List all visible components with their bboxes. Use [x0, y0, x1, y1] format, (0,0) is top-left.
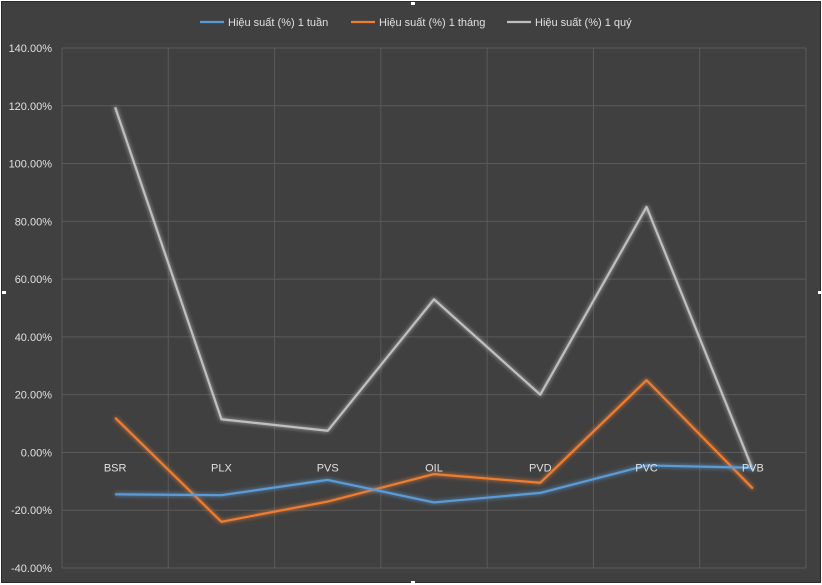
- x-tick-label: OIL: [425, 462, 443, 474]
- y-tick-label: 40.00%: [15, 332, 53, 344]
- y-tick-label: -20.00%: [11, 505, 52, 517]
- series-line-2[interactable]: [115, 107, 753, 470]
- y-tick-label: 60.00%: [15, 274, 53, 286]
- y-axis: -40.00% -20.00% 0.00% 20.00% 40.00% 60.00% 80.…: [9, 43, 53, 575]
- x-tick-label: BSR: [104, 462, 127, 474]
- legend-label: Hiệu suất (%) 1 tuần: [228, 17, 328, 29]
- x-tick-label: PVD: [529, 462, 552, 474]
- series-line-1[interactable]: [115, 380, 753, 522]
- x-axis: BSR PLX PVS OIL PVD PVC PVB: [104, 462, 764, 474]
- y-tick-label: 100.00%: [9, 159, 53, 171]
- y-tick-label: 20.00%: [15, 390, 53, 402]
- legend-label: Hiệu suất (%) 1 quý: [535, 17, 632, 29]
- legend: Hiệu suất (%) 1 tuần Hiệu suất (%) 1 thán…: [200, 17, 632, 29]
- series-layer: [115, 107, 753, 522]
- x-tick-label: PVC: [635, 462, 658, 474]
- x-tick-label: PLX: [211, 462, 232, 474]
- y-tick-label: 120.00%: [9, 101, 53, 113]
- resize-handle[interactable]: [411, 2, 415, 5]
- grid-layer: [62, 48, 806, 568]
- y-tick-label: -40.00%: [11, 563, 52, 575]
- y-tick-label: 0.00%: [21, 447, 52, 459]
- resize-handle[interactable]: [2, 291, 6, 294]
- legend-item[interactable]: Hiệu suất (%) 1 quý: [507, 17, 632, 29]
- legend-item[interactable]: Hiệu suất (%) 1 tháng: [351, 17, 485, 29]
- x-tick-label: PVS: [317, 462, 339, 474]
- legend-item[interactable]: Hiệu suất (%) 1 tuần: [200, 17, 328, 29]
- legend-label: Hiệu suất (%) 1 tháng: [379, 17, 485, 29]
- resize-handle[interactable]: [818, 291, 822, 294]
- x-tick-label: PVB: [742, 462, 764, 474]
- y-tick-label: 140.00%: [9, 43, 53, 55]
- y-tick-label: 80.00%: [15, 216, 53, 228]
